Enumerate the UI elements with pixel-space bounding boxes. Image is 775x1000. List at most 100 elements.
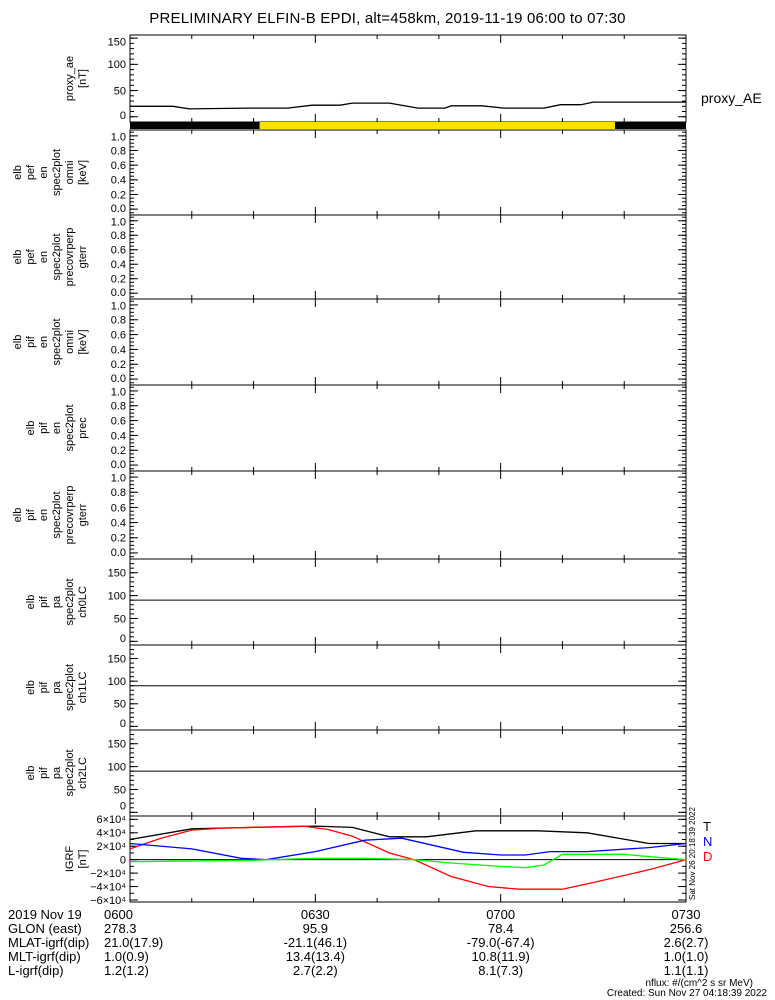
- y-tick-label: 1.0: [111, 217, 126, 229]
- y-tick-label: 0.8: [111, 315, 126, 327]
- spectrogram-panel-2-frame: [129, 214, 687, 300]
- footer-row-value: 1.1(1.1): [663, 963, 709, 978]
- y-tick-label: 150: [108, 568, 126, 580]
- y-tick-label: 0.6: [111, 160, 126, 172]
- spectrogram-panel-4-frame: [129, 384, 687, 472]
- y-axis-label-line: proxy_ae: [64, 56, 76, 101]
- footer-row-value: 0730: [671, 907, 701, 922]
- y-axis-label-line: omni: [64, 161, 76, 185]
- y-tick-label: 0: [120, 110, 126, 122]
- y-axis-label-line: en: [38, 509, 50, 521]
- chart-title: PRELIMINARY ELFIN-B EPDI, alt=458km, 201…: [149, 10, 626, 27]
- y-axis-label-line: elb: [25, 766, 37, 781]
- footer-row-value: 1.0(0.9): [104, 949, 149, 964]
- y-tick-label: 0.4: [111, 344, 126, 356]
- y-tick-label: 0.6: [111, 245, 126, 257]
- y-axis-label-line: elb: [25, 421, 37, 436]
- y-tick-label: 0.4: [111, 430, 126, 442]
- y-axis-label-line: pif: [38, 766, 50, 779]
- y-tick-label: 50: [114, 699, 126, 711]
- y-axis-label-line: elb: [12, 250, 24, 265]
- y-tick-label: 100: [108, 761, 126, 773]
- igrf-legend-D: D: [703, 849, 712, 864]
- footer-row-value: 95.9: [302, 921, 328, 936]
- y-tick-label: 0.8: [111, 487, 126, 499]
- igrf-line-Z: [129, 853, 687, 869]
- y-tick-label: 1.0: [111, 301, 126, 313]
- y-tick-label: 0.2: [111, 533, 126, 545]
- y-axis-label-line: [keV]: [77, 160, 89, 185]
- footer-row-value: 13.4(13.4): [285, 949, 345, 964]
- y-tick-label: 6×10⁴: [96, 814, 126, 826]
- y-tick-label: 0.8: [111, 401, 126, 413]
- y-axis-label-line: elb: [12, 508, 24, 523]
- y-tick-label: 1.0: [111, 132, 126, 144]
- footer-row-value: 0630: [300, 907, 330, 922]
- y-tick-label: 0: [120, 633, 126, 645]
- y-axis-label-line: en: [38, 336, 50, 348]
- y-axis-label-line: gterr: [77, 503, 89, 526]
- y-tick-label: −2×10⁴: [90, 868, 126, 880]
- footer-row-value: 78.4: [488, 921, 514, 936]
- igrf-panel-frame: [129, 815, 687, 903]
- footer-row-value: -21.1(46.1): [283, 935, 348, 950]
- y-axis-label-line: en: [38, 166, 50, 178]
- y-tick-label: 0.2: [111, 274, 126, 286]
- sunlight-bar-segment: [259, 122, 615, 129]
- footer-row-value: 2.7(2.2): [292, 963, 338, 978]
- footer-row-label: MLAT-igrf(dip): [8, 935, 90, 950]
- y-axis-label-line: spec2plot: [51, 149, 63, 196]
- y-tick-label: 0.0: [111, 287, 126, 299]
- footer-row-label: L-igrf(dip): [8, 963, 64, 978]
- y-axis-label-line: [nT]: [77, 850, 89, 869]
- y-axis-label-line: en: [51, 422, 63, 434]
- y-axis-label-line: elb: [25, 595, 37, 610]
- y-tick-label: 50: [114, 784, 126, 796]
- y-axis-label-line: ch1LC: [77, 672, 89, 704]
- y-axis-label-line: spec2plot: [64, 749, 76, 796]
- y-tick-label: 0.2: [111, 359, 126, 371]
- y-axis-label-line: omni: [64, 330, 76, 354]
- footer-row-value: 0700: [486, 907, 516, 922]
- spectrogram-panel-7-frame: [129, 644, 687, 731]
- y-tick-label: 150: [108, 653, 126, 665]
- y-tick-label: 0: [120, 801, 126, 813]
- y-tick-label: 50: [114, 613, 126, 625]
- y-axis-label-line: [keV]: [77, 329, 89, 354]
- footer-row-value: 2.6(2.7): [663, 935, 709, 950]
- y-axis-label-line: IGRF: [64, 846, 76, 873]
- y-axis-label-line: precovrperp: [64, 486, 76, 545]
- spectrogram-panel-8-frame: [129, 729, 687, 817]
- spectrogram-panel-1-frame: [129, 129, 687, 216]
- footer-row-value: 1.2(1.2): [104, 963, 149, 978]
- y-tick-label: −4×10⁴: [90, 881, 126, 893]
- y-axis-label-line: pif: [38, 421, 50, 434]
- y-axis-label-line: pef: [25, 164, 37, 180]
- y-tick-label: 50: [114, 85, 126, 97]
- y-tick-label: 0.0: [111, 547, 126, 559]
- y-tick-label: 0: [120, 855, 126, 867]
- y-tick-label: 0: [120, 718, 126, 730]
- y-axis-label-line: pa: [51, 681, 63, 694]
- sunlight-bar-segment: [130, 122, 260, 129]
- y-axis-label-line: spec2plot: [64, 404, 76, 451]
- y-tick-label: 0.0: [111, 203, 126, 215]
- y-tick-label: 0.6: [111, 415, 126, 427]
- footer-row-value: -79.0(-67.4): [466, 935, 535, 950]
- y-tick-label: 0.8: [111, 145, 126, 157]
- nflux-units-note: nflux: #/(cm^2 s sr MeV): [645, 978, 754, 989]
- y-tick-label: 2×10⁴: [96, 841, 126, 853]
- footer-row-label: 2019 Nov 19: [8, 907, 82, 922]
- footer-row-value: 256.6: [669, 921, 703, 936]
- y-tick-label: 0.4: [111, 517, 126, 529]
- y-tick-label: 4×10⁴: [96, 828, 126, 840]
- y-axis-label-line: spec2plot: [51, 491, 63, 538]
- y-axis-label-line: pif: [25, 508, 37, 521]
- footer-row-value: 1.0(1.0): [663, 949, 709, 964]
- y-tick-label: −6×10⁴: [90, 895, 126, 907]
- igrf-legend-T: T: [703, 819, 711, 834]
- y-tick-label: 150: [108, 739, 126, 751]
- spectrogram-panel-6-frame: [129, 558, 687, 646]
- y-axis-label-line: elb: [25, 680, 37, 695]
